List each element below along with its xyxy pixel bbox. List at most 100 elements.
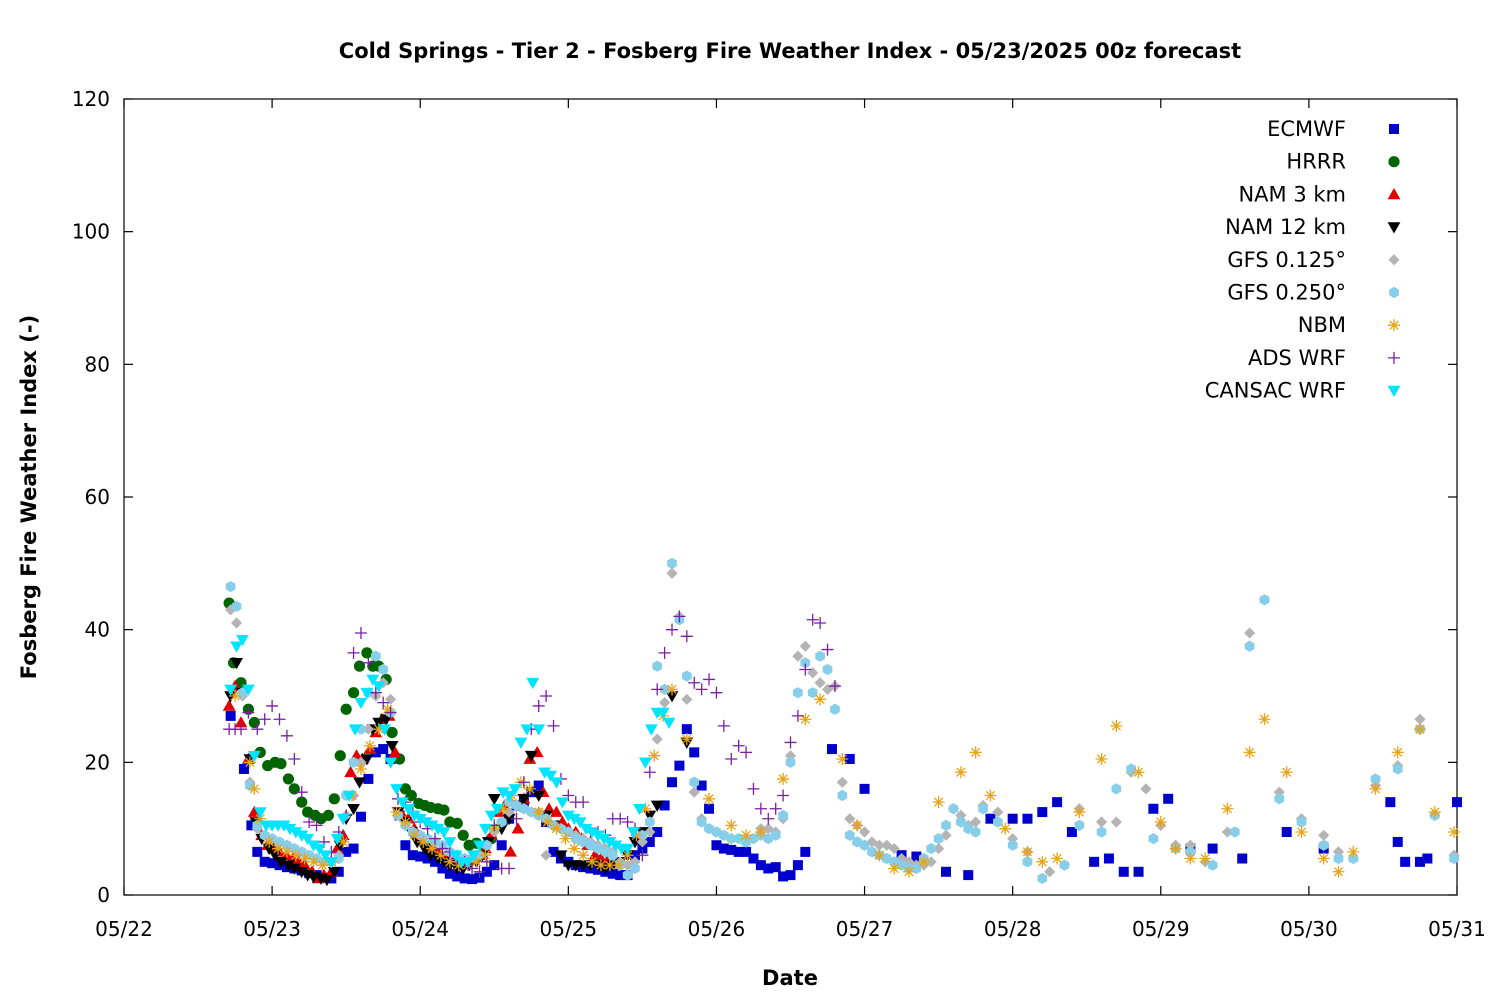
data-point xyxy=(970,816,982,828)
data-point xyxy=(360,687,374,700)
data-point xyxy=(386,726,398,739)
data-point xyxy=(334,750,346,762)
data-point xyxy=(603,837,617,849)
data-point xyxy=(287,863,301,875)
data-point xyxy=(577,849,590,862)
data-point xyxy=(561,810,575,822)
data-point xyxy=(755,860,766,871)
data-point xyxy=(425,820,439,832)
legend-label: NAM 12 km xyxy=(1225,215,1346,239)
x-tick-label: 05/24 xyxy=(391,917,449,941)
data-point xyxy=(526,787,537,798)
data-point xyxy=(1185,846,1196,858)
data-point xyxy=(443,837,457,849)
data-point xyxy=(556,815,569,827)
data-point xyxy=(665,691,679,703)
data-point xyxy=(659,800,670,811)
data-point xyxy=(400,840,411,851)
data-point xyxy=(362,656,375,669)
data-point xyxy=(658,646,671,659)
data-point xyxy=(234,716,248,728)
data-point xyxy=(296,796,308,808)
data-point xyxy=(484,810,498,822)
data-point xyxy=(763,833,774,845)
data-point xyxy=(621,843,634,855)
data-point xyxy=(246,820,257,831)
data-point xyxy=(452,859,465,872)
data-point xyxy=(821,683,834,695)
data-point xyxy=(319,850,332,862)
data-point xyxy=(259,829,270,841)
data-point xyxy=(497,802,510,815)
data-point xyxy=(941,866,952,877)
data-point xyxy=(688,676,701,689)
data-point xyxy=(785,756,796,768)
x-tick-label: 05/22 xyxy=(95,917,153,941)
data-point xyxy=(413,813,427,826)
data-point xyxy=(1391,746,1404,759)
data-point xyxy=(353,777,366,789)
series-7 xyxy=(223,610,841,878)
data-point xyxy=(366,674,380,686)
data-point xyxy=(295,866,309,879)
data-point xyxy=(322,809,334,822)
data-point xyxy=(511,822,525,834)
data-point xyxy=(633,803,646,816)
data-point xyxy=(266,699,279,712)
data-point xyxy=(354,762,367,775)
data-point xyxy=(225,710,236,721)
y-tick-label: 80 xyxy=(85,352,110,376)
data-point xyxy=(1281,826,1292,837)
data-point xyxy=(550,777,563,789)
x-tick-label: 05/27 xyxy=(836,917,894,941)
data-point xyxy=(1207,843,1218,854)
data-point xyxy=(532,790,546,802)
legend-marker xyxy=(1387,385,1401,397)
data-point xyxy=(652,826,663,837)
data-point xyxy=(473,865,486,878)
data-point xyxy=(330,833,344,846)
data-point xyxy=(844,813,856,825)
data-point xyxy=(570,833,581,845)
data-point xyxy=(844,754,855,765)
data-point xyxy=(1132,766,1145,779)
data-point xyxy=(695,683,708,696)
data-point xyxy=(1229,826,1240,838)
data-point xyxy=(1007,813,1018,824)
data-point xyxy=(344,765,358,778)
data-point xyxy=(567,813,581,826)
data-point xyxy=(1414,856,1425,867)
data-point xyxy=(815,650,825,662)
data-point xyxy=(540,690,553,702)
data-point xyxy=(559,832,572,845)
data-point xyxy=(363,739,376,752)
data-point xyxy=(1036,855,1049,868)
data-point xyxy=(1007,839,1018,851)
data-point xyxy=(889,856,900,868)
data-point xyxy=(643,766,656,779)
data-point xyxy=(277,820,291,832)
data-points xyxy=(222,557,1462,887)
data-point xyxy=(662,717,676,729)
data-point xyxy=(275,758,287,770)
data-point xyxy=(327,866,341,879)
data-point xyxy=(544,770,557,782)
legend-marker xyxy=(1389,124,1399,134)
data-point xyxy=(550,805,563,817)
data-point xyxy=(629,856,641,868)
axis-ticks: 05/22 05/23 05/24 05/25 05/26 05/27 05/28 05/29… xyxy=(72,87,1486,941)
data-point xyxy=(1296,816,1307,828)
data-point xyxy=(1221,802,1234,815)
data-point xyxy=(651,733,663,745)
data-point xyxy=(689,776,700,788)
data-point xyxy=(1385,797,1396,808)
data-point xyxy=(508,784,522,796)
data-point xyxy=(644,724,658,736)
data-point xyxy=(696,780,707,791)
data-point xyxy=(793,687,803,699)
data-point xyxy=(235,723,248,736)
data-point xyxy=(510,812,523,825)
data-point xyxy=(1452,797,1462,808)
data-point xyxy=(1448,825,1461,838)
data-point xyxy=(585,839,596,851)
